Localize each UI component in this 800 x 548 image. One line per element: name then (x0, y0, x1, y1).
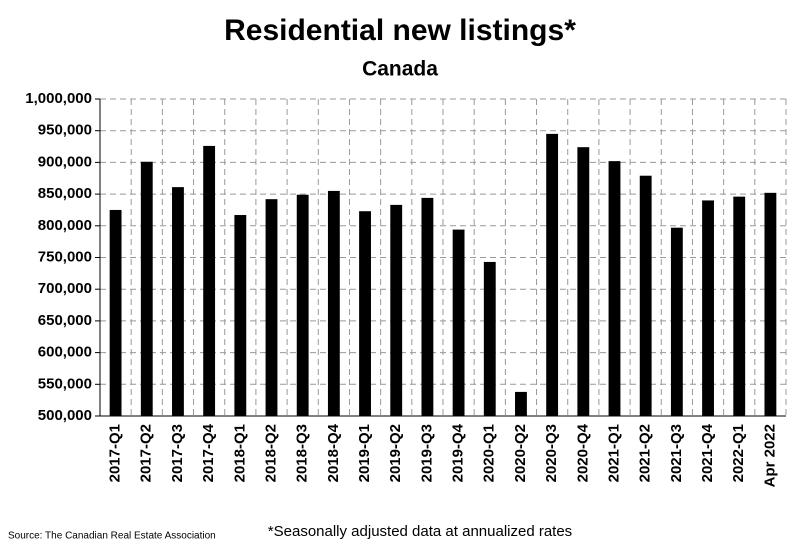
x-tick-label: 2020-Q2 (512, 424, 529, 482)
y-tick-label: 500,000 (38, 407, 92, 424)
y-tick-label: 700,000 (38, 280, 92, 297)
x-tick-label: 2018-Q2 (262, 424, 279, 482)
chart-subtitle: Canada (362, 58, 438, 81)
bar (733, 196, 746, 416)
y-tick-label: 600,000 (38, 344, 92, 361)
bar (390, 204, 403, 416)
x-tick-label: 2018-Q3 (294, 424, 311, 482)
bar (670, 227, 683, 416)
x-tick-label: 2021-Q4 (699, 423, 716, 482)
x-tick-label: 2022-Q1 (730, 424, 747, 482)
x-tick-label: 2017-Q1 (107, 424, 124, 482)
y-tick-label: 550,000 (38, 375, 92, 392)
bar (327, 190, 340, 416)
x-tick-label: 2019-Q1 (356, 424, 373, 482)
bar (203, 145, 216, 416)
x-tick-label: 2020-Q1 (481, 424, 498, 482)
x-tick-label: 2019-Q3 (418, 424, 435, 482)
y-tick-label: 650,000 (38, 312, 92, 329)
y-tick-label: 850,000 (38, 185, 92, 202)
x-tick-label: 2020-Q3 (543, 424, 560, 482)
x-tick-label: 2019-Q2 (387, 424, 404, 482)
x-tick-label: 2017-Q3 (169, 424, 186, 482)
bar (296, 194, 309, 416)
x-tick-label: 2019-Q4 (450, 423, 467, 482)
y-tick-label: 800,000 (38, 217, 92, 234)
x-tick-label: 2020-Q4 (574, 423, 591, 482)
x-tick-label: 2021-Q2 (637, 424, 654, 482)
x-tick-label: 2017-Q4 (200, 423, 217, 482)
bar (140, 161, 153, 416)
x-tick-label: 2021-Q3 (668, 424, 685, 482)
chart-title: Residential new listings* (224, 14, 576, 47)
bar (483, 261, 496, 416)
bar (234, 215, 247, 416)
bar (109, 209, 122, 416)
bar (764, 192, 777, 416)
bar (577, 147, 590, 416)
y-tick-label: 900,000 (38, 153, 92, 170)
y-tick-label: 750,000 (38, 248, 92, 265)
bar (702, 200, 714, 416)
bar (639, 175, 652, 416)
x-tick-label: Apr 2022 (761, 424, 778, 487)
bar (265, 199, 278, 416)
x-tick-label: 2021-Q1 (605, 424, 622, 482)
bar (452, 229, 465, 416)
source: Source: The Canadian Real Estate Associa… (8, 531, 216, 542)
footnote: *Seasonally adjusted data at annualized … (268, 523, 572, 540)
bar (421, 197, 434, 416)
y-tick-label: 950,000 (38, 122, 92, 139)
bar (515, 391, 527, 416)
x-tick-label: 2018-Q4 (325, 423, 342, 482)
bar (359, 211, 371, 416)
bar (546, 133, 559, 416)
x-tick-label: 2018-Q1 (231, 424, 248, 482)
bar (608, 161, 621, 416)
x-tick-label: 2017-Q2 (138, 424, 155, 482)
bar (172, 187, 184, 416)
y-tick-label: 1,000,000 (25, 90, 92, 107)
